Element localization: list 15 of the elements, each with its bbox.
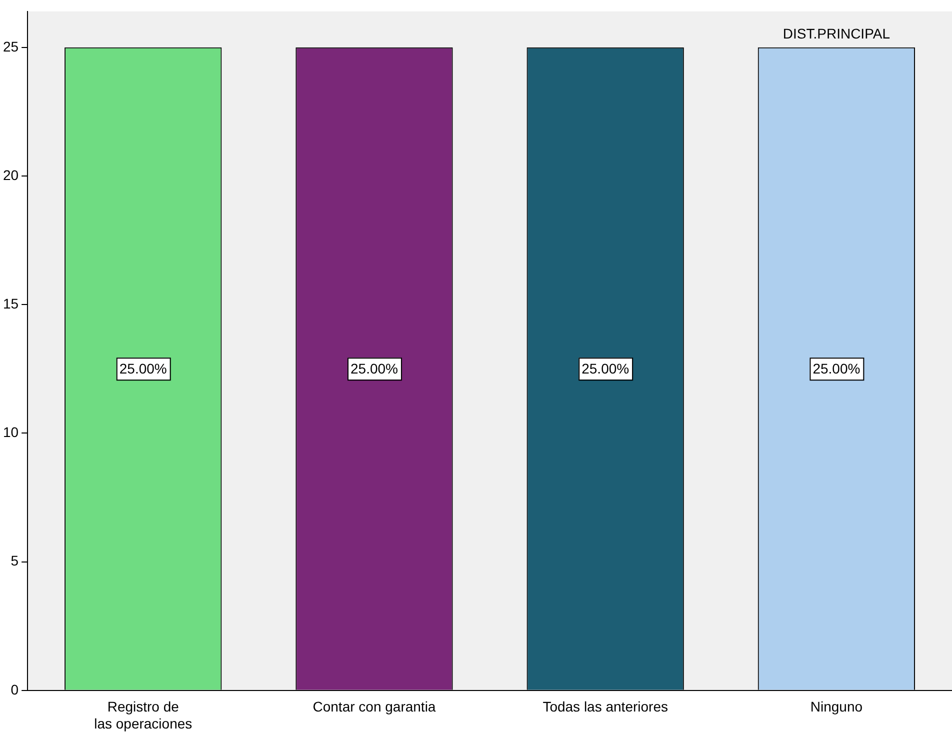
y-tick-label: 5 (10, 552, 19, 569)
data-label: 25.00% (812, 360, 860, 377)
x-tick-label: Ninguno (810, 698, 863, 715)
y-tick-label: 0 (10, 681, 19, 698)
x-tick-label: Registro de las operaciones (94, 698, 192, 732)
y-tick-label: 10 (2, 424, 19, 440)
data-label: 25.00% (119, 360, 167, 377)
y-tick-label: 15 (2, 295, 19, 312)
x-tick-label: Contar con garantia (312, 698, 436, 715)
x-tick-label: Todas las anteriores (542, 698, 668, 715)
y-tick-label: 20 (2, 166, 19, 183)
y-tick-label: 25 (2, 38, 19, 54)
annotation: DIST.PRINCIPAL (782, 25, 890, 42)
data-label: 25.00% (582, 360, 630, 377)
data-label: 25.00% (350, 360, 398, 377)
